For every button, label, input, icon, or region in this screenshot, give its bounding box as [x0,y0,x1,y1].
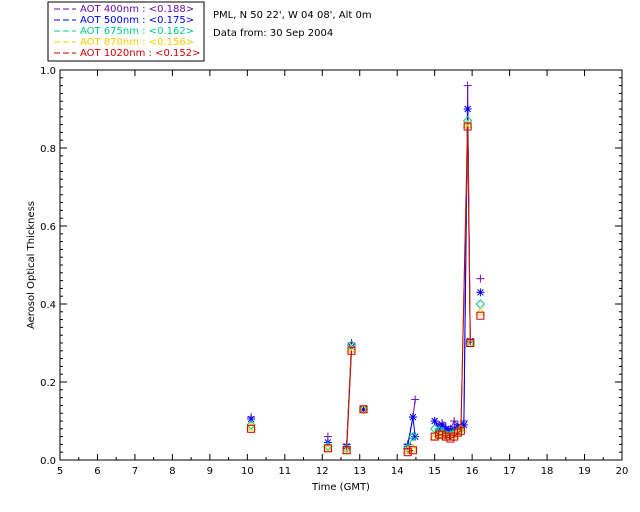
x-tick-label: 16 [466,466,479,477]
series-line-segment [346,350,352,451]
y-tick-label: 0.2 [40,378,56,389]
data-point [347,346,356,355]
x-tick-label: 19 [578,466,591,477]
data-point [453,428,462,437]
legend-entry: AOT 675nm : <0.162> [54,26,194,37]
series-2 [246,115,486,454]
legend-entry: AOT 870nm : <0.156> [54,37,194,48]
data-point [476,311,485,320]
x-tick-label: 9 [207,466,213,477]
legend-label: AOT 400nm : <0.188> [80,4,194,15]
data-point [246,421,256,431]
data-point [456,423,466,433]
x-tick-label: 6 [94,466,100,477]
data-point [450,417,459,425]
x-axis: 5 6 7 8 9 10 11 12 13 14 15 16 17 18 19 20 [57,70,629,477]
legend-entry: AOT 500nm : <0.175> [54,15,194,26]
legend-label: AOT 500nm : <0.175> [80,15,194,26]
series-4 [247,122,485,457]
x-tick-label: 17 [503,466,516,477]
data-point [476,288,485,297]
data-point [246,420,256,430]
data-point [438,420,447,429]
data-date: Data from: 30 Sep 2004 [213,28,333,39]
data-point [323,444,332,453]
data-point [359,405,368,414]
data-point [411,395,420,404]
y-axis-label: Aerosol Optical Thickness [26,201,37,329]
series-line-segment [467,126,471,344]
station-info: PML, N 50 22', W 04 08', Alt 0m [213,10,372,21]
y-tick-label: 0.8 [40,144,56,155]
x-tick-label: 20 [616,466,629,477]
x-tick-label: 15 [428,466,441,477]
data-point [342,446,351,455]
data-point [247,415,256,424]
legend-label: AOT 1020nm : <0.152> [80,48,200,59]
legend-entry: AOT 400nm : <0.188> [54,4,194,15]
series-line-segment [407,436,414,449]
y-tick-label: 0.0 [40,456,56,467]
legend-label: AOT 870nm : <0.156> [80,37,194,48]
data-point [408,431,418,442]
x-tick-label: 7 [132,466,138,477]
y-tick-label: 0.4 [40,300,56,311]
series-1 [247,105,485,451]
y-axis: 0.0 0.2 0.4 0.6 0.8 1.0 [40,66,622,467]
data-point [466,339,475,347]
x-tick-label: 13 [353,466,366,477]
data-point [408,443,418,452]
y-tick-label: 0.6 [40,222,56,233]
data-point [476,274,485,283]
series-line-segment [449,420,455,430]
legend-entry: AOT 1020nm : <0.152> [54,48,200,59]
data-point [408,413,417,422]
series-0 [247,81,485,449]
x-tick-label: 11 [278,466,291,477]
data-point [403,448,412,457]
series-3 [246,119,486,454]
data-point [247,424,256,433]
data-point [456,426,465,435]
series-line-segment [457,430,462,434]
data-point [475,306,486,316]
series-layer [246,81,486,457]
y-tick-label: 1.0 [40,66,56,77]
series-line-segment [453,420,459,426]
series-line-segment [434,428,440,432]
x-tick-label: 5 [57,466,63,477]
series-line-segment [407,417,414,447]
series-line-segment [460,126,469,431]
x-tick-label: 18 [541,466,554,477]
x-tick-label: 10 [241,466,254,477]
legend-label: AOT 675nm : <0.162> [80,26,194,37]
data-point [463,105,472,113]
series-line-segment [407,449,414,453]
x-tick-label: 12 [316,466,329,477]
data-point [408,446,417,455]
plot-frame [59,69,623,461]
x-axis-label: Time (GMT) [311,482,370,493]
data-point [463,122,472,131]
data-point [430,417,439,425]
x-tick-label: 8 [169,466,175,477]
data-point [441,432,450,441]
x-tick-label: 14 [391,466,404,477]
legend: AOT 400nm : <0.188>AOT 500nm : <0.175>AO… [47,1,205,62]
data-point [463,81,472,90]
